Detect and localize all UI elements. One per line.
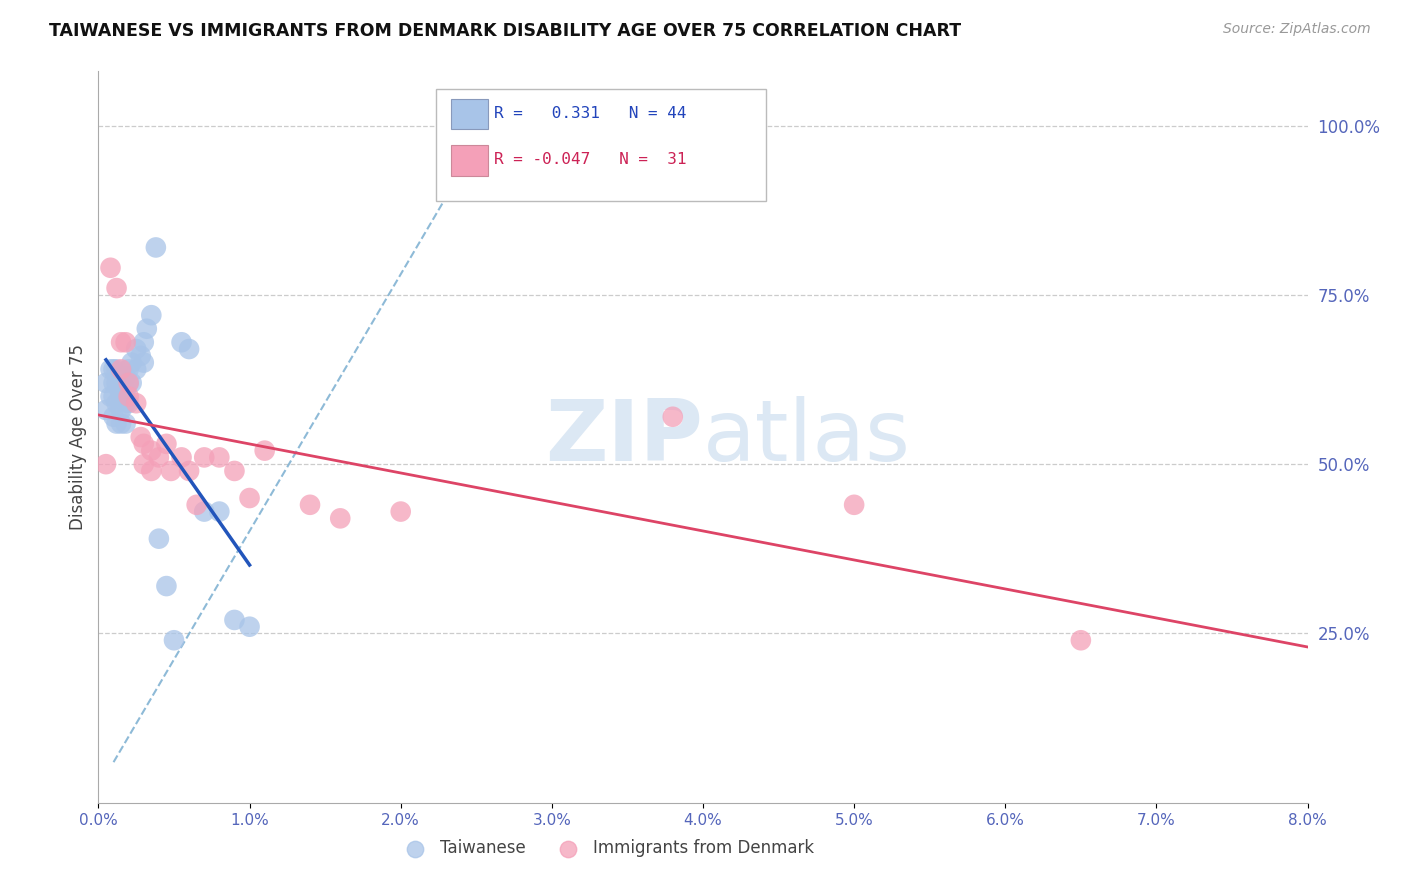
Point: [141, 308, 163, 322]
Point: [661, 409, 683, 424]
Point: [141, 443, 163, 458]
Point: [299, 498, 322, 512]
Point: [100, 389, 122, 403]
Point: [114, 417, 136, 431]
Point: [125, 362, 148, 376]
Point: [186, 498, 208, 512]
Point: [103, 409, 125, 424]
Point: [103, 389, 125, 403]
Point: [118, 389, 141, 403]
Point: [118, 376, 141, 390]
Point: [160, 464, 183, 478]
Point: [114, 396, 136, 410]
Point: [170, 335, 193, 350]
Point: [163, 633, 186, 648]
Text: Source: ZipAtlas.com: Source: ZipAtlas.com: [1223, 22, 1371, 37]
Point: [155, 579, 177, 593]
Point: [103, 362, 125, 376]
Point: [105, 396, 128, 410]
Point: [94, 376, 117, 390]
Point: [135, 322, 157, 336]
Point: [118, 362, 141, 376]
Point: [129, 349, 152, 363]
Point: [389, 505, 412, 519]
Point: [844, 498, 866, 512]
Point: [179, 464, 201, 478]
Text: TAIWANESE VS IMMIGRANTS FROM DENMARK DISABILITY AGE OVER 75 CORRELATION CHART: TAIWANESE VS IMMIGRANTS FROM DENMARK DIS…: [49, 22, 962, 40]
Text: atlas: atlas: [703, 395, 911, 479]
Point: [129, 430, 152, 444]
Point: [110, 417, 132, 431]
Point: [148, 450, 170, 465]
Text: ZIP: ZIP: [546, 395, 703, 479]
Point: [224, 464, 246, 478]
Point: [110, 403, 132, 417]
Point: [208, 505, 231, 519]
Point: [125, 342, 148, 356]
Legend: Taiwanese, Immigrants from Denmark: Taiwanese, Immigrants from Denmark: [392, 832, 821, 864]
Point: [110, 376, 132, 390]
Point: [108, 369, 131, 384]
Point: [108, 383, 131, 397]
Point: [94, 457, 117, 471]
Point: [132, 335, 155, 350]
Point: [114, 335, 136, 350]
Point: [118, 396, 141, 410]
Point: [105, 417, 128, 431]
Text: R = -0.047   N =  31: R = -0.047 N = 31: [494, 153, 686, 167]
Point: [193, 450, 215, 465]
Point: [94, 403, 117, 417]
Point: [132, 355, 155, 369]
Y-axis label: Disability Age Over 75: Disability Age Over 75: [69, 344, 87, 530]
Point: [118, 376, 141, 390]
Point: [110, 389, 132, 403]
Point: [114, 383, 136, 397]
Point: [114, 369, 136, 384]
Point: [103, 376, 125, 390]
Point: [100, 362, 122, 376]
Point: [155, 437, 177, 451]
Point: [329, 511, 352, 525]
Point: [132, 457, 155, 471]
Point: [239, 620, 262, 634]
Point: [208, 450, 231, 465]
Point: [224, 613, 246, 627]
Point: [110, 362, 132, 376]
Point: [253, 443, 276, 458]
Point: [100, 260, 122, 275]
Point: [141, 464, 163, 478]
Point: [193, 505, 215, 519]
Point: [105, 376, 128, 390]
Point: [239, 491, 262, 505]
Point: [1070, 633, 1092, 648]
Point: [125, 396, 148, 410]
Point: [170, 450, 193, 465]
Point: [110, 335, 132, 350]
Point: [105, 281, 128, 295]
Point: [145, 240, 167, 254]
Point: [132, 437, 155, 451]
Point: [121, 376, 143, 390]
Point: [148, 532, 170, 546]
Point: [121, 355, 143, 369]
Point: [105, 362, 128, 376]
Text: R =   0.331   N = 44: R = 0.331 N = 44: [494, 106, 686, 120]
Point: [179, 342, 201, 356]
